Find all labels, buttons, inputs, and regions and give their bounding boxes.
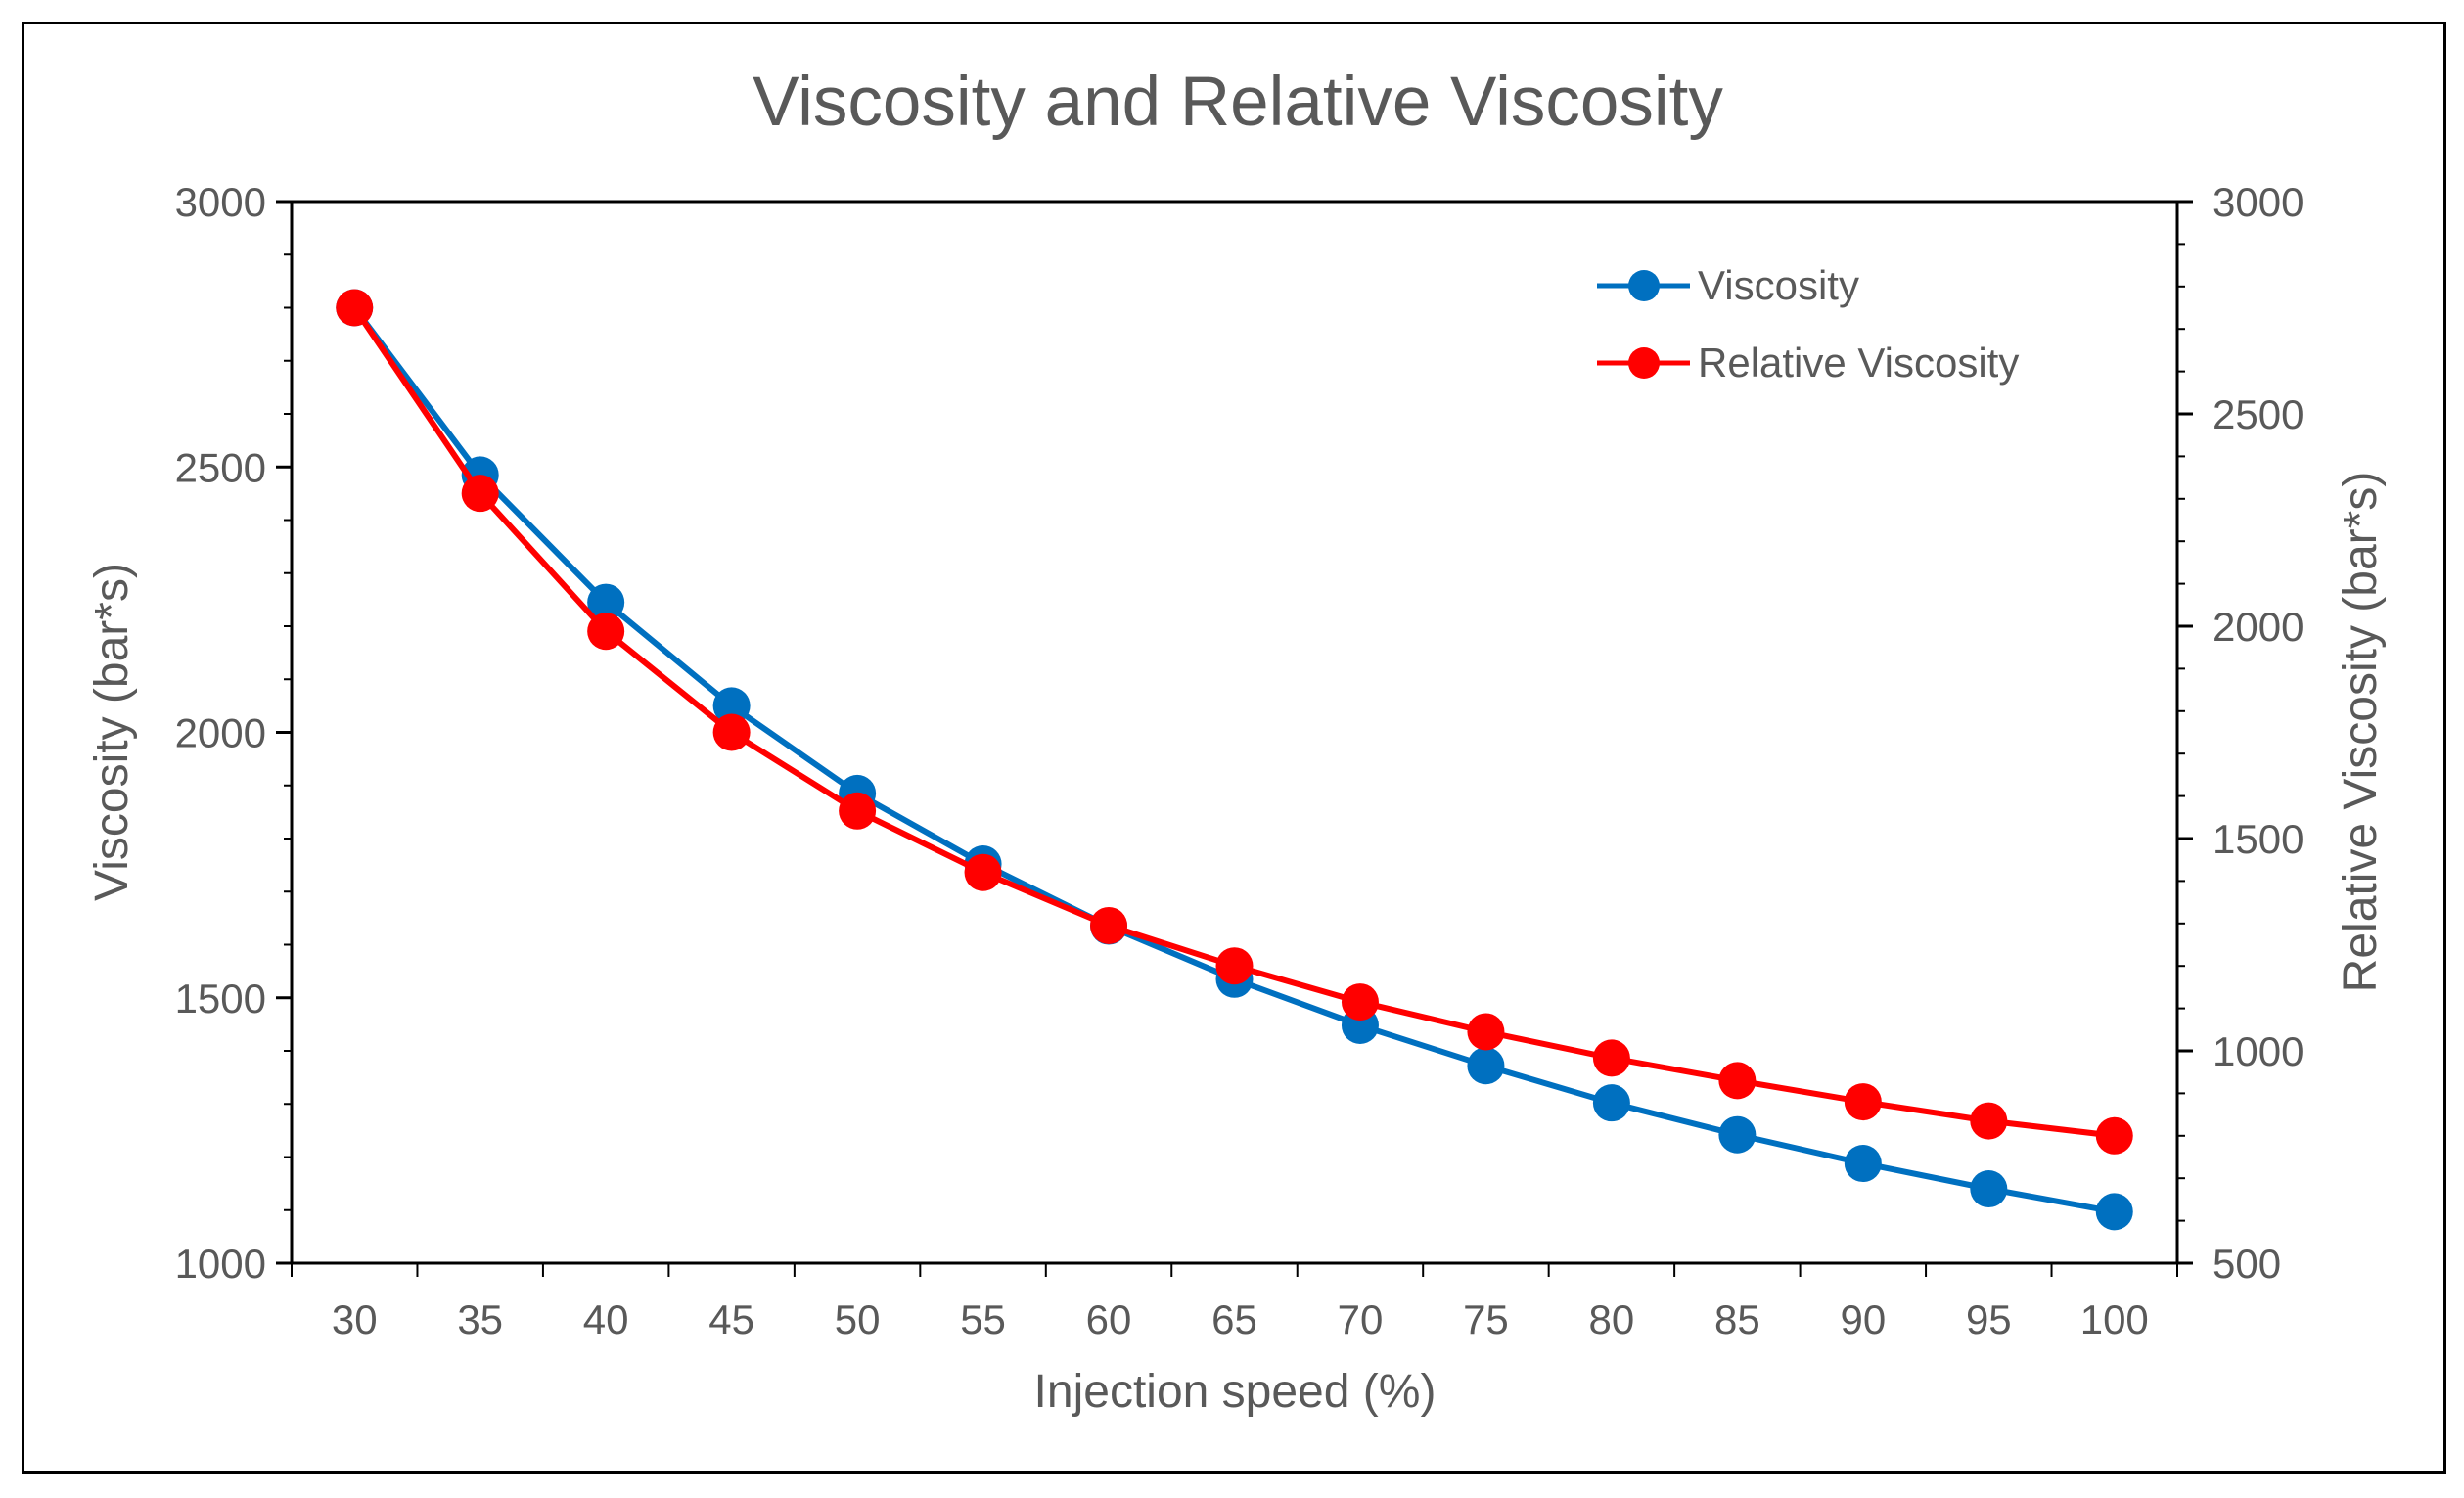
data-point-relative-viscosity [1341,983,1379,1021]
data-point-relative-viscosity [1592,1039,1630,1077]
y-axis-title-left: Viscosity (bar*s) [86,563,138,901]
y-tick-label-left: 1000 [175,1241,266,1287]
x-tick-label: 80 [1589,1296,1635,1342]
legend-marker-relative-viscosity [1628,347,1660,379]
data-point-viscosity [1592,1084,1630,1122]
x-tick-label: 30 [332,1296,378,1342]
data-point-relative-viscosity [1844,1083,1882,1121]
legend-marker-viscosity [1628,270,1660,301]
x-tick-label: 85 [1714,1296,1760,1342]
x-tick-label: 75 [1463,1296,1509,1342]
data-point-relative-viscosity [461,475,499,513]
x-tick-label: 65 [1211,1296,1257,1342]
y-tick-label-left: 2500 [175,444,266,490]
data-point-viscosity [1970,1170,2008,1208]
y-tick-label-right: 1000 [2213,1028,2304,1074]
data-point-relative-viscosity [1215,947,1254,985]
y-tick-label-right: 2000 [2213,604,2304,650]
x-tick-label: 50 [835,1296,881,1342]
x-tick-label: 35 [457,1296,503,1342]
legend-label-relative-viscosity: Relative Viscosity [1698,340,2019,386]
data-point-viscosity [587,583,625,621]
x-tick-label: 70 [1338,1296,1384,1342]
x-tick-label: 40 [583,1296,629,1342]
x-tick-label: 60 [1086,1296,1132,1342]
data-point-relative-viscosity [1718,1062,1757,1100]
data-point-relative-viscosity [587,613,625,651]
y-tick-label-right: 3000 [2213,179,2304,225]
data-point-relative-viscosity [1970,1102,2008,1140]
x-tick-label: 55 [960,1296,1006,1342]
y-tick-label-right: 2500 [2213,391,2304,437]
y-tick-label-left: 2000 [175,710,266,756]
y-tick-label-left: 3000 [175,179,266,225]
legend: Viscosity Relative Viscosity [1597,262,2019,386]
chart-title: Viscosity and Relative Viscosity [753,64,1723,141]
series-line-viscosity [351,305,2116,1215]
y-tick-label-right: 500 [2213,1241,2281,1287]
x-axis-title: Injection speed (%) [1034,1366,1437,1418]
x-tick-label: 45 [708,1296,754,1342]
data-point-relative-viscosity [712,713,751,751]
series-line-relative-viscosity [351,305,2116,1139]
y-tick-label-left: 1500 [175,976,266,1021]
data-point-viscosity [712,687,751,725]
data-point-relative-viscosity [839,792,877,830]
x-tick-label: 90 [1840,1296,1886,1342]
data-point-viscosity [1844,1145,1882,1183]
data-point-relative-viscosity [2095,1116,2133,1155]
data-point-viscosity [1718,1115,1757,1154]
legend-label-viscosity: Viscosity [1698,262,1859,308]
y-axis-title-right: Relative Viscosity (bar*s) [2335,472,2387,993]
data-point-relative-viscosity [1090,906,1128,944]
data-point-viscosity [1467,1047,1505,1085]
y-tick-label-right: 1500 [2213,816,2304,862]
data-point-relative-viscosity [964,853,1002,891]
x-tick-label: 95 [1966,1296,2012,1342]
data-point-relative-viscosity [336,289,374,327]
x-tick-label: 100 [2080,1296,2149,1342]
data-point-relative-viscosity [1467,1013,1505,1051]
chart-frame [22,22,2446,1474]
data-point-viscosity [2095,1193,2133,1231]
